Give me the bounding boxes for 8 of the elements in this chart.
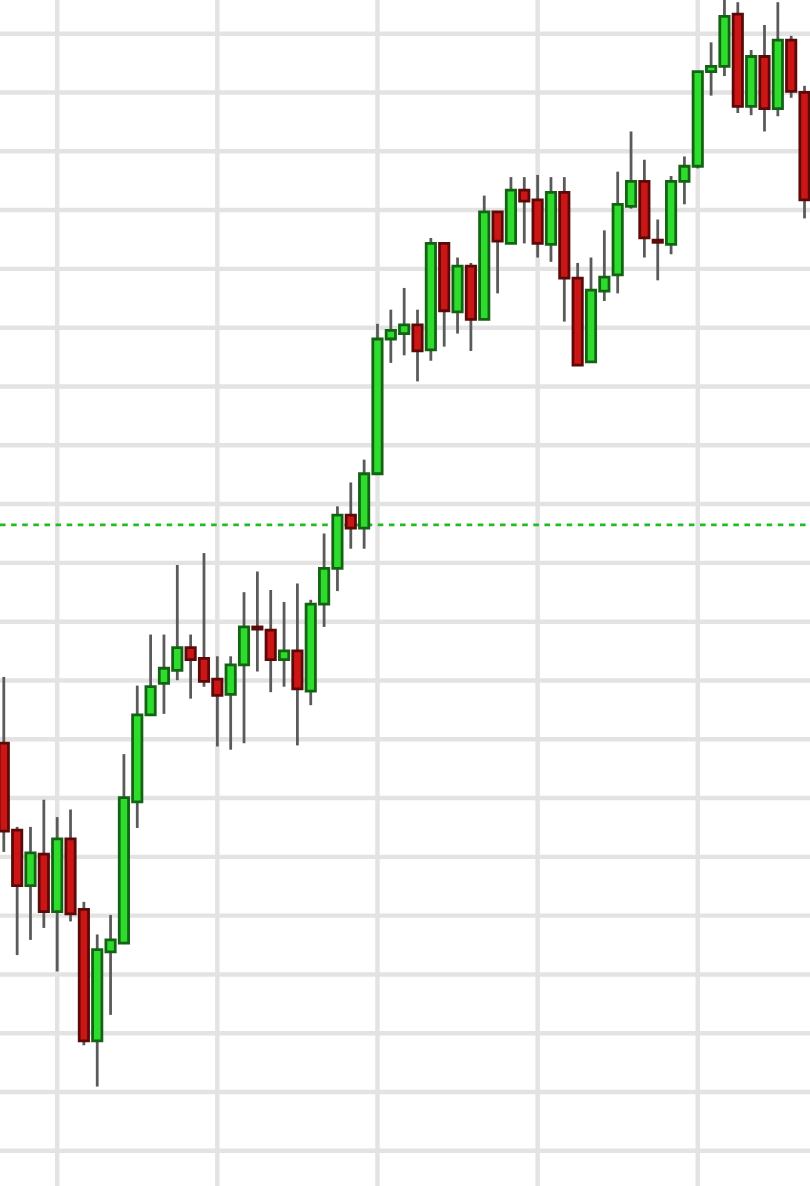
candlestick <box>24 825 37 942</box>
candlestick <box>491 210 504 295</box>
candlestick <box>411 308 424 383</box>
candlestick <box>451 256 464 335</box>
candlestick <box>651 218 664 282</box>
candlestick <box>344 481 357 551</box>
candlestick <box>278 600 291 689</box>
candlestick <box>291 582 304 747</box>
